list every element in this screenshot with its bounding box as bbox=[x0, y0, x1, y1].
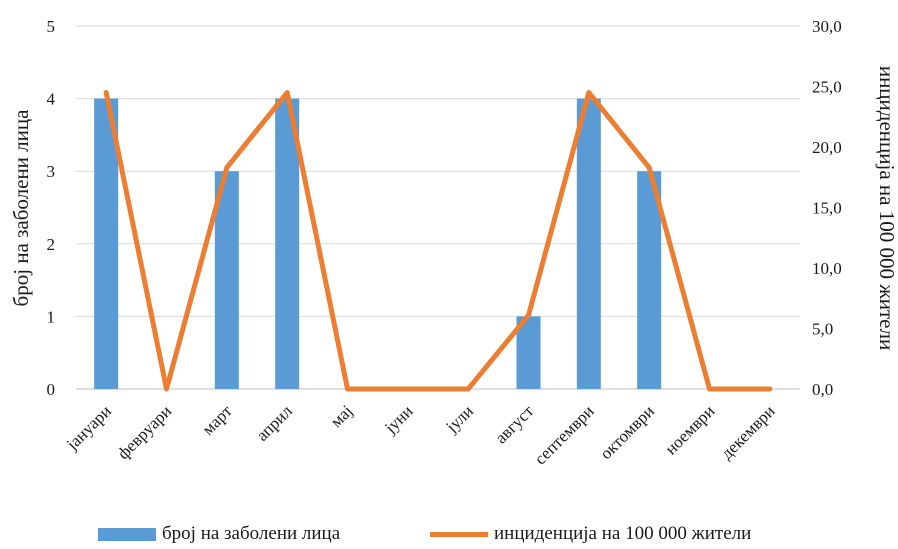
right-tick-label: 30,0 bbox=[812, 17, 842, 36]
bar bbox=[214, 171, 239, 389]
chart: 0 1 2 3 4 5 0,0 5,0 10,0 15,0 20,0 25,0 30,0 јануар… bbox=[9, 17, 898, 468]
right-tick-label: 25,0 bbox=[812, 78, 842, 97]
legend-item-line: инциденција на 100 000 жители bbox=[430, 522, 751, 546]
left-tick-label: 2 bbox=[47, 235, 56, 254]
right-axis-title: инциденција на 100 000 жители bbox=[875, 66, 898, 350]
x-tick-label: ноември bbox=[661, 401, 718, 458]
legend-swatch-bars bbox=[98, 527, 156, 541]
legend-label-line: инциденција на 100 000 жители bbox=[494, 523, 752, 544]
left-axis-ticks: 0 1 2 3 4 5 bbox=[47, 17, 56, 399]
right-tick-label: 20,0 bbox=[812, 138, 842, 157]
left-tick-label: 3 bbox=[47, 162, 56, 181]
gridlines bbox=[76, 25, 800, 390]
x-tick-label: октомври bbox=[596, 401, 658, 463]
x-tick-label: април bbox=[253, 401, 297, 445]
x-tick-label: август bbox=[491, 401, 537, 447]
left-tick-label: 0 bbox=[47, 380, 56, 399]
line-path bbox=[103, 90, 773, 392]
bar bbox=[576, 98, 601, 389]
legend-item-bars: број на заболени лица bbox=[98, 522, 340, 546]
bar bbox=[94, 98, 119, 389]
left-tick-label: 4 bbox=[47, 90, 56, 109]
x-tick-label: март bbox=[198, 401, 236, 439]
legend: број на заболени лица инциденција на 100… bbox=[0, 522, 898, 546]
bar bbox=[275, 98, 300, 389]
right-tick-label: 5,0 bbox=[812, 320, 833, 339]
right-tick-label: 15,0 bbox=[812, 199, 842, 218]
legend-label-bars: број на заболени лица bbox=[162, 523, 341, 544]
left-tick-label: 1 bbox=[47, 307, 56, 326]
x-tick-label: февруари bbox=[114, 401, 176, 463]
x-tick-label: јули bbox=[442, 401, 477, 436]
legend-swatch-line bbox=[430, 531, 488, 537]
bar-series bbox=[94, 98, 662, 389]
line-series bbox=[103, 90, 773, 392]
bar bbox=[637, 171, 662, 389]
left-tick-label: 5 bbox=[47, 17, 56, 36]
right-axis-ticks: 0,0 5,0 10,0 15,0 20,0 25,0 30,0 bbox=[812, 17, 842, 399]
x-tick-label: декември bbox=[717, 401, 778, 462]
x-tick-label: јуни bbox=[380, 401, 416, 437]
right-tick-label: 10,0 bbox=[812, 259, 842, 278]
x-tick-label: мај bbox=[327, 401, 357, 431]
x-tick-label: септември bbox=[531, 401, 598, 468]
left-axis-title: број на заболени лица bbox=[9, 109, 33, 307]
x-tick-label: јануари bbox=[62, 401, 115, 454]
right-tick-label: 0,0 bbox=[812, 380, 833, 399]
